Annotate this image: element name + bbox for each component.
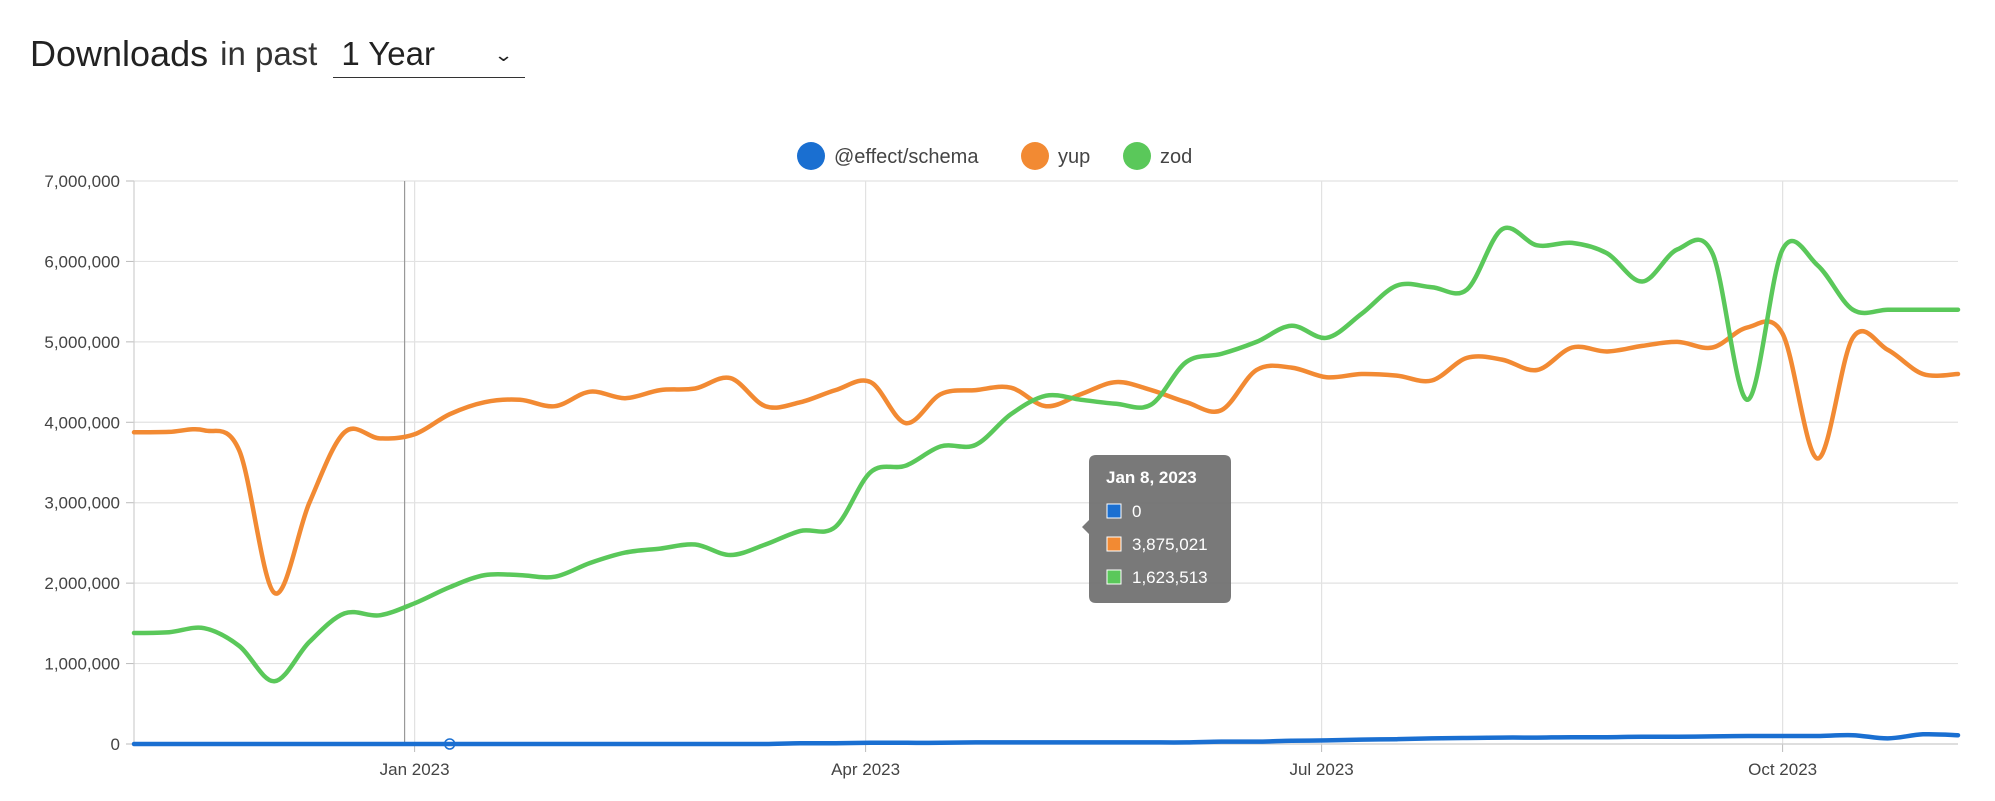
y-tick-label: 3,000,000 — [44, 494, 120, 513]
legend-swatch-yup — [1021, 142, 1049, 170]
x-tick-label: Oct 2023 — [1748, 760, 1817, 779]
legend-label-zod: zod — [1160, 146, 1192, 168]
tooltip-date: Jan 8, 2023 — [1106, 468, 1197, 487]
legend-item-effect-schema[interactable]: @effect/schema — [797, 142, 979, 170]
hover-point-marker — [443, 738, 456, 750]
grid — [134, 180, 1958, 745]
downloads-header: Downloads in past 1 Year ⌄ — [30, 26, 526, 82]
y-tick-label: 6,000,000 — [44, 252, 120, 271]
tooltip-swatch-effect-schema — [1106, 503, 1122, 519]
legend-item-zod[interactable]: zod — [1123, 142, 1192, 170]
y-tick-label: 0 — [111, 735, 120, 754]
x-tick-label: Jan 2023 — [380, 760, 450, 779]
series-line-zod — [131, 225, 1961, 684]
legend-label-yup: yup — [1058, 146, 1090, 168]
series-lines — [131, 225, 1961, 750]
period-select[interactable]: 1 Year ⌄ — [333, 31, 526, 78]
period-prefix: in past — [220, 35, 318, 72]
period-select-value: 1 Year — [341, 34, 435, 72]
y-tick-label: 2,000,000 — [44, 574, 120, 593]
legend-swatch-zod — [1123, 142, 1151, 170]
page-title: Downloads — [30, 33, 209, 74]
y-tick-label: 4,000,000 — [44, 413, 120, 432]
tooltip-swatch-zod — [1106, 569, 1122, 585]
y-tick-label: 7,000,000 — [44, 172, 120, 191]
legend-swatch-effect-schema — [797, 142, 825, 170]
axes: 0 1,000,000 2,000,000 3,000,000 4,000,000 5,0… — [44, 172, 1958, 779]
legend-label-effect-schema: @effect/schema — [834, 146, 979, 168]
x-tick-label: Jul 2023 — [1289, 760, 1353, 779]
legend: @effect/schema yup zod — [797, 142, 1192, 170]
hover-tooltip: Jan 8, 2023 0 3,875,021 1,623,513 — [1082, 455, 1231, 603]
y-tick-label: 1,000,000 — [44, 655, 120, 674]
x-tick-label: Apr 2023 — [831, 760, 900, 779]
tooltip-swatch-yup — [1106, 536, 1122, 552]
legend-item-yup[interactable]: yup — [1021, 142, 1090, 170]
tooltip-value-zod: 1,623,513 — [1132, 568, 1208, 587]
tooltip-value-effect-schema: 0 — [1132, 502, 1141, 521]
tooltip-box — [1082, 455, 1231, 603]
tooltip-value-yup: 3,875,021 — [1132, 535, 1208, 554]
y-tick-label: 5,000,000 — [44, 333, 120, 352]
series-line-yup — [131, 319, 1961, 596]
series-line-effect-schema — [131, 731, 1961, 747]
chevron-down-icon: ⌄ — [493, 44, 514, 65]
